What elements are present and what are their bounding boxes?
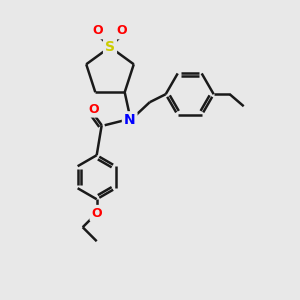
- Text: O: O: [93, 25, 103, 38]
- Text: O: O: [92, 207, 102, 220]
- Text: O: O: [117, 25, 127, 38]
- Text: S: S: [105, 40, 115, 54]
- Text: N: N: [124, 113, 136, 127]
- Text: O: O: [88, 103, 99, 116]
